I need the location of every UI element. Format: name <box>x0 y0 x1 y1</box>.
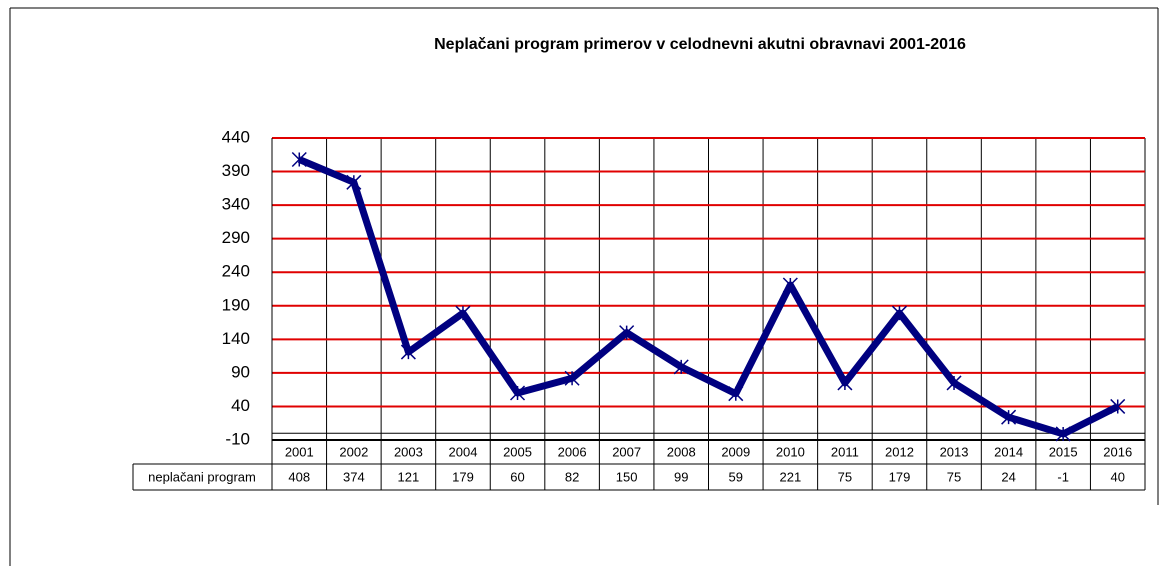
data-label: 24 <box>1001 469 1015 484</box>
x-tick-label: 2005 <box>503 444 532 459</box>
marker <box>782 277 798 293</box>
data-label: 374 <box>343 469 365 484</box>
x-tick-label: 2003 <box>394 444 423 459</box>
y-tick-label: 340 <box>222 195 250 214</box>
y-tick-label: 290 <box>222 228 250 247</box>
data-label: 59 <box>729 469 743 484</box>
x-tick-label: 2010 <box>776 444 805 459</box>
x-tick-label: 2016 <box>1103 444 1132 459</box>
marker <box>837 375 853 391</box>
y-tick-label: 390 <box>222 161 250 180</box>
x-tick-label: 2004 <box>449 444 478 459</box>
marker <box>946 375 962 391</box>
marker <box>1055 426 1071 442</box>
legend-label: neplačani program <box>148 469 256 484</box>
x-tick-label: 2015 <box>1049 444 1078 459</box>
y-tick-label: 190 <box>222 295 250 314</box>
x-tick-label: 2009 <box>721 444 750 459</box>
x-tick-label: 2011 <box>831 444 859 459</box>
data-label: 60 <box>510 469 524 484</box>
y-tick-label: -10 <box>225 429 250 448</box>
marker <box>728 386 744 402</box>
x-tick-label: 2013 <box>940 444 969 459</box>
x-tick-label: 2012 <box>885 444 914 459</box>
data-label: 99 <box>674 469 688 484</box>
marker <box>291 151 307 168</box>
x-tick-label: 2002 <box>339 444 368 459</box>
marker <box>1001 409 1017 425</box>
data-label: 75 <box>947 469 961 484</box>
y-tick-label: 240 <box>222 262 250 281</box>
data-label: 408 <box>288 469 310 484</box>
marker <box>673 359 689 375</box>
x-tick-label: 2007 <box>612 444 641 459</box>
x-tick-label: 2001 <box>285 444 314 459</box>
marker <box>619 325 635 341</box>
marker <box>510 385 526 401</box>
x-tick-label: 2008 <box>667 444 696 459</box>
series-line <box>297 156 1120 438</box>
marker <box>346 174 362 190</box>
y-tick-label: 40 <box>231 396 250 415</box>
data-label: 40 <box>1110 469 1124 484</box>
data-label: -1 <box>1057 469 1069 484</box>
data-label: 150 <box>616 469 638 484</box>
y-tick-label: 140 <box>222 329 250 348</box>
y-tick-label: 90 <box>231 362 250 381</box>
data-label: 121 <box>398 469 420 484</box>
data-label: 179 <box>889 469 911 484</box>
marker <box>564 370 580 386</box>
y-tick-label: 440 <box>222 127 250 146</box>
x-tick-label: 2006 <box>558 444 587 459</box>
marker <box>455 305 471 321</box>
data-label: 82 <box>565 469 579 484</box>
marker <box>1110 398 1126 414</box>
marker <box>400 344 416 360</box>
marker <box>891 305 907 321</box>
data-label: 221 <box>779 469 801 484</box>
data-label: 179 <box>452 469 474 484</box>
data-label: 75 <box>838 469 852 484</box>
x-tick-label: 2014 <box>994 444 1023 459</box>
chart-title: Neplačani program primerov v celodnevni … <box>434 36 966 53</box>
